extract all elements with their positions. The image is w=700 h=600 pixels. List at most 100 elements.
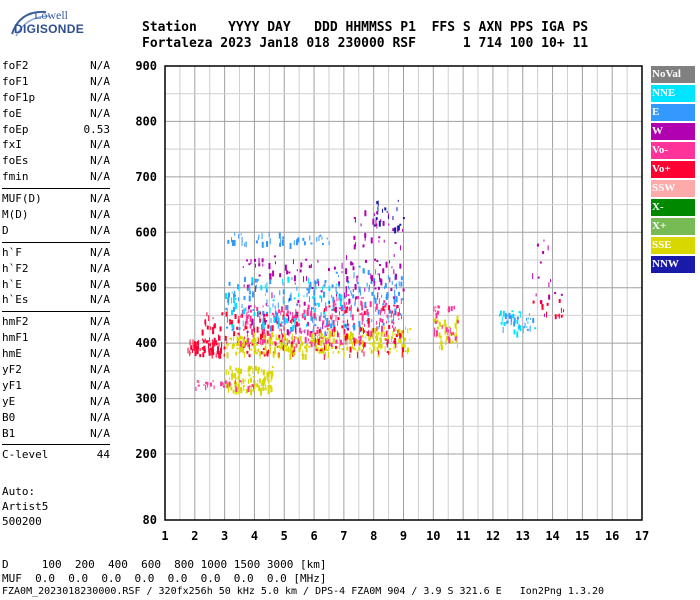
echo-point (560, 293, 563, 296)
echo-point (455, 332, 457, 336)
echo-point (310, 331, 313, 334)
echo-point (377, 350, 379, 355)
echo-point (284, 322, 286, 326)
echo-point (187, 347, 189, 354)
param-value: N/A (90, 426, 110, 440)
echo-point (275, 351, 277, 355)
echo-point (299, 304, 301, 308)
echo-point (381, 308, 384, 312)
param-row: h`F N/A (2, 245, 110, 261)
echo-point (254, 365, 257, 371)
echo-point (386, 314, 389, 318)
echo-point (367, 269, 370, 275)
echo-point (532, 300, 535, 304)
echo-point (344, 304, 346, 311)
echo-point (291, 319, 293, 325)
echo-point (522, 326, 524, 333)
echo-point (237, 340, 239, 344)
echo-point (294, 351, 296, 354)
echo-point (358, 346, 361, 351)
echo-point (401, 351, 403, 358)
echo-point (311, 286, 314, 289)
echo-point (203, 348, 206, 354)
echo-point (346, 254, 348, 260)
echo-point (201, 329, 204, 336)
echo-point (325, 345, 327, 348)
y-tick-label: 500 (135, 281, 157, 295)
echo-point (381, 318, 384, 323)
echo-point (358, 339, 361, 346)
echo-point (368, 286, 370, 292)
echo-point (223, 346, 226, 350)
echo-point (344, 324, 346, 327)
echo-point (341, 342, 344, 345)
echo-point (391, 337, 394, 340)
echo-point (401, 333, 403, 339)
echo-point (313, 296, 316, 301)
echo-point (211, 327, 214, 331)
param-name: hmF1 (2, 331, 29, 345)
echo-point (362, 244, 365, 248)
echo-point (205, 340, 208, 344)
muf-row: MUF 0.0 0.0 0.0 0.0 0.0 0.0 0.0 0.0 [MHz… (2, 572, 327, 585)
echo-point (241, 240, 243, 246)
echo-point (268, 263, 271, 270)
echo-point (256, 326, 259, 333)
echo-point (277, 321, 279, 327)
echo-point (394, 242, 397, 245)
echo-point (245, 259, 248, 262)
echo-point (378, 236, 381, 239)
echo-point (286, 329, 289, 336)
echo-point (372, 218, 375, 225)
echo-point (264, 345, 267, 351)
echo-point (261, 241, 264, 248)
echo-point (305, 324, 307, 328)
echo-point (256, 367, 258, 372)
echo-point (367, 331, 370, 337)
echo-point (351, 338, 353, 343)
echo-point (338, 307, 341, 310)
echo-point (372, 328, 374, 333)
echo-point (265, 377, 267, 380)
echo-point (297, 299, 300, 303)
echo-point (401, 344, 404, 351)
echo-point (394, 227, 397, 234)
echo-point (251, 291, 254, 298)
echo-point (206, 312, 208, 317)
echo-point (314, 338, 316, 343)
echo-point (217, 353, 219, 359)
echo-point (286, 338, 289, 344)
echo-point (392, 304, 395, 307)
echo-point (395, 328, 397, 331)
legend-item: SSW (651, 180, 695, 197)
echo-point (333, 324, 336, 329)
echo-point (345, 324, 347, 330)
echo-point (354, 338, 357, 344)
echo-point (363, 351, 365, 357)
echo-point (269, 384, 272, 389)
echo-point (230, 297, 232, 304)
echo-point (537, 276, 540, 279)
echo-point (208, 342, 210, 349)
param-row: h`F2 N/A (2, 261, 110, 277)
echo-point (377, 332, 379, 337)
echo-point (235, 351, 238, 356)
echo-point (228, 377, 230, 381)
echo-point (367, 314, 369, 318)
echo-point (317, 259, 319, 263)
echo-point (320, 312, 322, 318)
echo-point (380, 331, 383, 337)
echo-point (331, 313, 333, 318)
echo-point (376, 346, 379, 352)
echo-point (246, 312, 248, 318)
param-group-3: h`F N/A h`F2 N/A h`E N/A h`Es N/A (2, 245, 110, 309)
echo-point (328, 343, 330, 349)
echo-point (345, 268, 348, 275)
echo-point (441, 326, 443, 330)
echo-point (290, 320, 293, 324)
echo-point (220, 347, 223, 354)
echo-point (259, 354, 261, 360)
echo-point (499, 313, 501, 317)
echo-point (242, 265, 244, 268)
echo-point (259, 315, 261, 322)
